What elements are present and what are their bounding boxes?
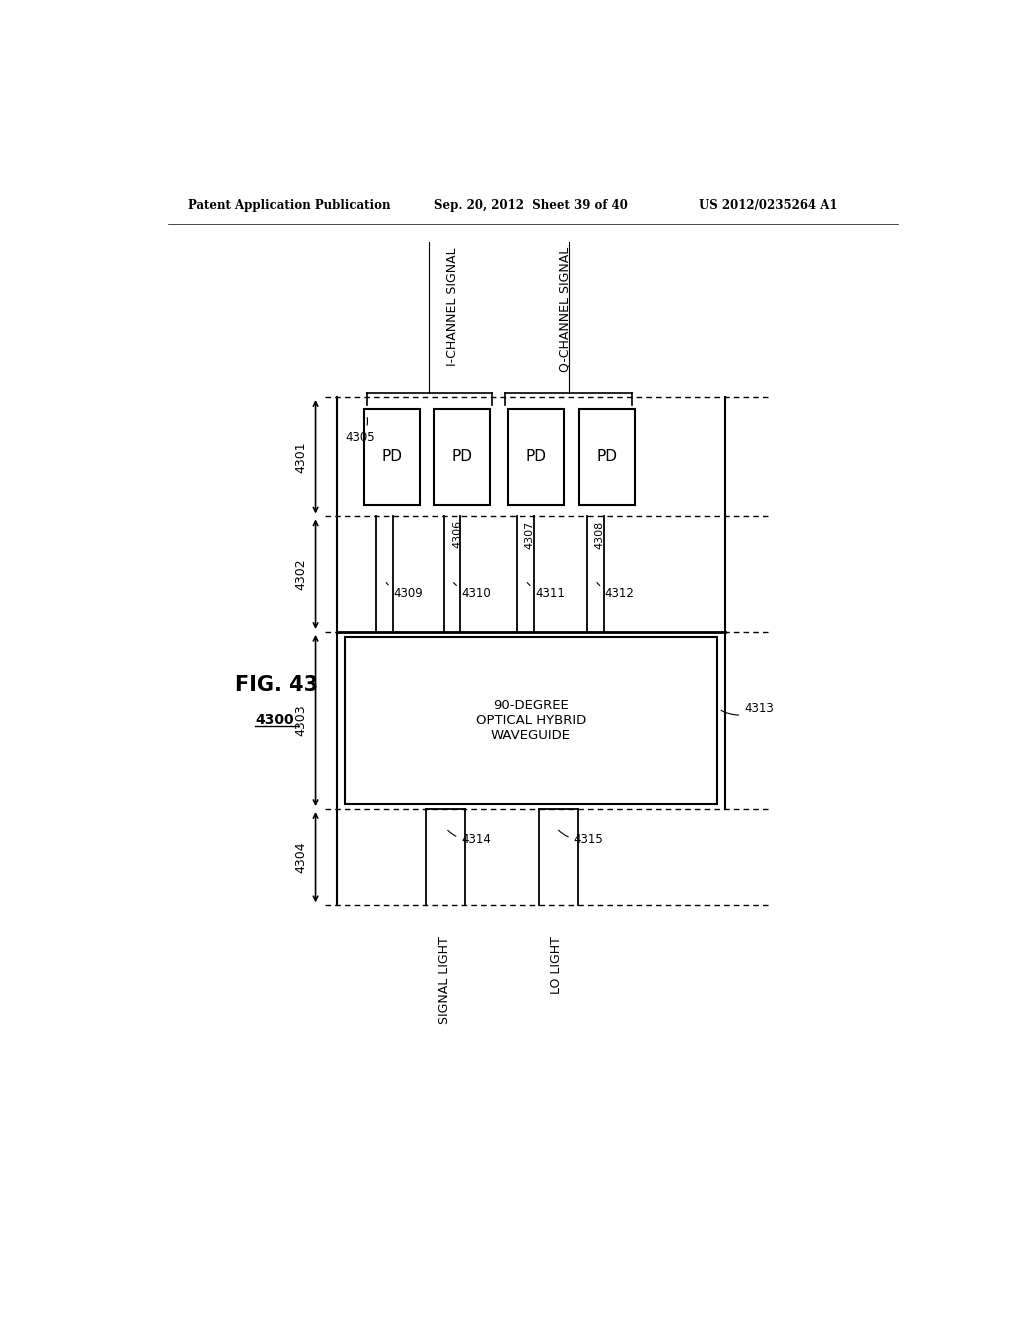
Bar (508, 409, 563, 506)
Text: PD: PD (452, 449, 472, 465)
Text: 4309: 4309 (386, 582, 423, 601)
Text: 4307: 4307 (524, 520, 535, 549)
Text: 4304: 4304 (295, 841, 308, 873)
Text: PD: PD (596, 449, 617, 465)
Text: 4305: 4305 (345, 417, 375, 444)
Text: 4310: 4310 (454, 582, 490, 601)
Text: FIG. 43: FIG. 43 (236, 675, 318, 694)
Bar (365, 409, 420, 506)
Text: 4308: 4308 (595, 520, 604, 549)
Text: LO LIGHT: LO LIGHT (550, 936, 563, 994)
Text: PD: PD (382, 449, 402, 465)
Text: PD: PD (525, 449, 546, 465)
Text: 4314: 4314 (447, 830, 492, 846)
Text: 4315: 4315 (558, 830, 603, 846)
Text: 4312: 4312 (597, 582, 635, 601)
Bar (579, 409, 635, 506)
Text: 4306: 4306 (452, 520, 462, 548)
Text: US 2012/0235264 A1: US 2012/0235264 A1 (699, 199, 838, 213)
Text: Q-CHANNEL SIGNAL: Q-CHANNEL SIGNAL (558, 247, 571, 372)
Text: 4302: 4302 (295, 558, 308, 590)
Text: 4311: 4311 (527, 582, 565, 601)
Bar (434, 409, 489, 506)
Text: 4301: 4301 (295, 441, 308, 473)
Text: 4303: 4303 (295, 705, 308, 737)
Text: 4300: 4300 (255, 714, 294, 727)
Text: I-CHANNEL SIGNAL: I-CHANNEL SIGNAL (445, 247, 459, 366)
Text: 90-DEGREE
OPTICAL HYBRID
WAVEGUIDE: 90-DEGREE OPTICAL HYBRID WAVEGUIDE (476, 700, 586, 742)
Text: Sep. 20, 2012  Sheet 39 of 40: Sep. 20, 2012 Sheet 39 of 40 (433, 199, 628, 213)
Text: SIGNAL LIGHT: SIGNAL LIGHT (437, 936, 451, 1024)
Text: Patent Application Publication: Patent Application Publication (187, 199, 390, 213)
Text: 4313: 4313 (721, 702, 774, 715)
Bar (345, 638, 717, 804)
